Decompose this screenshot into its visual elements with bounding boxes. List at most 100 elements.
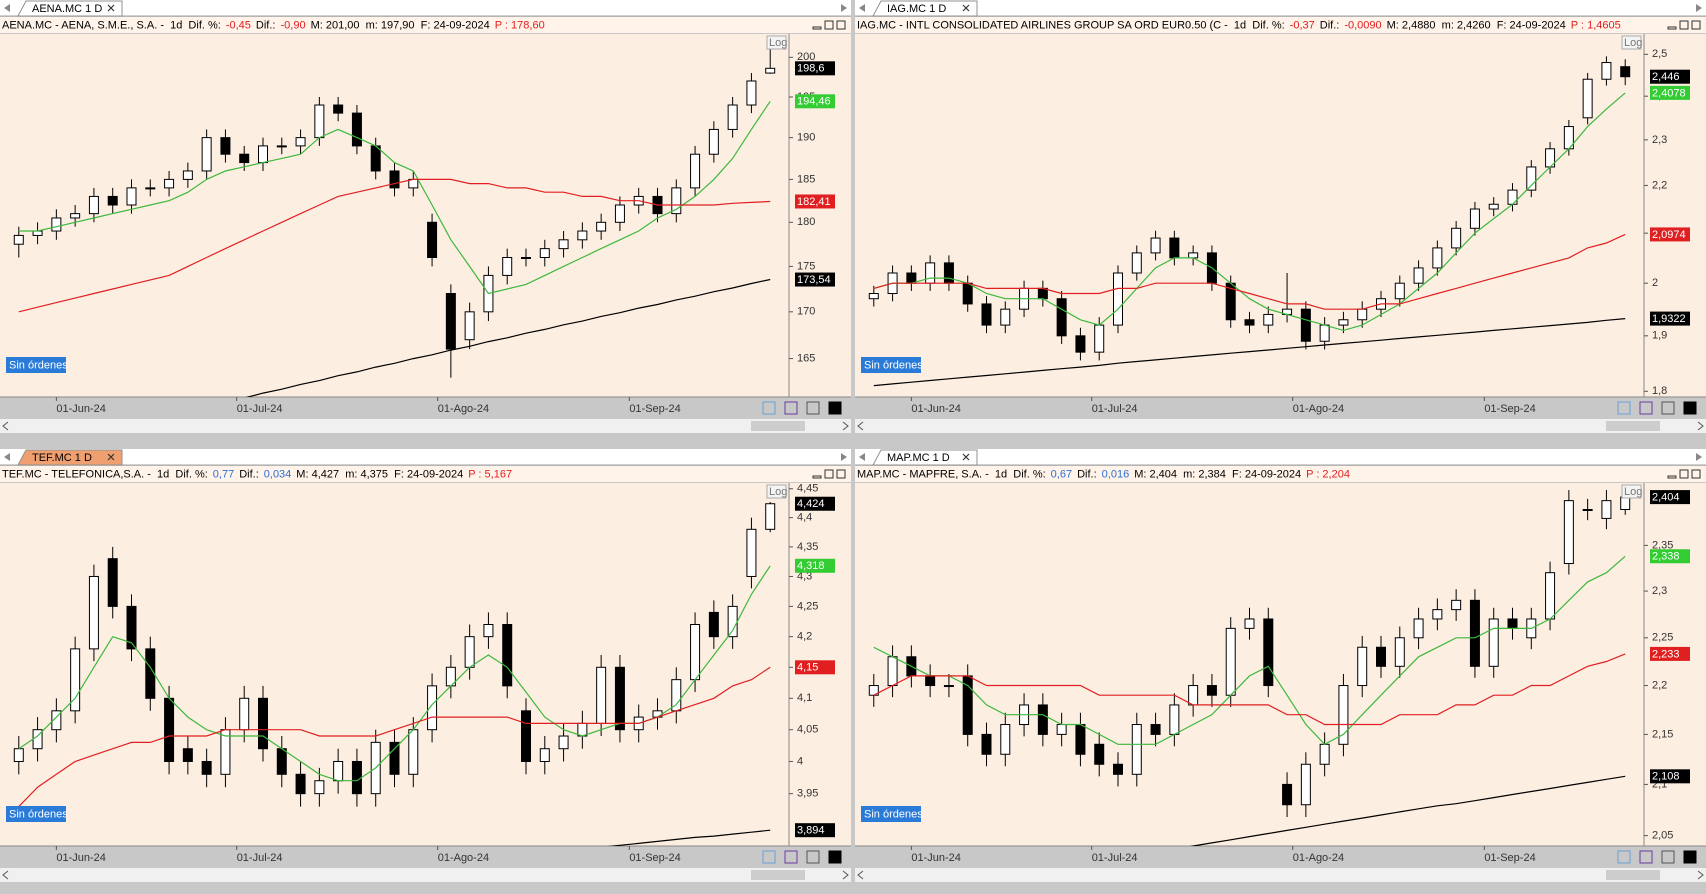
header-part: Dif.: (1077, 468, 1097, 480)
scroll-left[interactable] (857, 870, 864, 880)
price-label: 4,318 (797, 560, 825, 572)
window-control[interactable] (1679, 20, 1689, 30)
scroll-thumb[interactable] (751, 870, 805, 880)
window-control[interactable] (1691, 20, 1701, 30)
log-button[interactable] (766, 484, 787, 499)
tool-icon[interactable] (1617, 850, 1631, 864)
log-button[interactable] (1621, 35, 1642, 50)
scroll-right[interactable] (1697, 870, 1704, 880)
y-tick-label: 4,35 (797, 541, 818, 553)
window-control[interactable] (1667, 26, 1677, 30)
window-control[interactable] (836, 469, 846, 479)
orders-badge[interactable] (6, 806, 66, 822)
tool-icon[interactable] (1639, 850, 1653, 864)
tab-close[interactable] (107, 453, 115, 461)
scroll-thumb[interactable] (1606, 870, 1660, 880)
tab-scroll-left[interactable] (4, 453, 10, 461)
candle-body (1225, 627, 1236, 696)
x-tick-label: 01-Sep-24 (629, 403, 680, 415)
candle-body (276, 748, 287, 775)
tool-icon[interactable] (784, 850, 798, 864)
window-control[interactable] (1691, 469, 1701, 479)
window-control[interactable] (1679, 469, 1689, 479)
plot-area (0, 34, 851, 397)
tab-close[interactable] (962, 453, 970, 461)
candle-body (727, 605, 738, 638)
window-control[interactable] (824, 20, 834, 30)
scrollbar[interactable] (0, 868, 851, 882)
plot-content (13, 501, 776, 846)
scrollbar[interactable] (0, 419, 851, 433)
tool-icon[interactable] (762, 850, 776, 864)
window-control[interactable] (812, 475, 822, 479)
plot-content (868, 490, 1631, 846)
header-part: MAP.MC - MAPFRE, S.A. - 1d Dif. %: (857, 468, 1046, 480)
tab[interactable] (872, 449, 978, 466)
candle-body (70, 213, 81, 219)
window-control[interactable] (1667, 475, 1677, 479)
candle-body (906, 272, 917, 284)
tool-icon[interactable] (762, 401, 776, 415)
tab-scroll-right[interactable] (1696, 4, 1702, 12)
candle-body (727, 104, 738, 130)
scrollbar[interactable] (855, 868, 1706, 882)
candle-body (708, 611, 719, 638)
scroll-left[interactable] (2, 421, 9, 431)
tool-icon[interactable] (1617, 401, 1631, 415)
candle-body (389, 170, 400, 189)
window-control[interactable] (836, 20, 846, 30)
candle-body (1000, 724, 1011, 755)
log-button[interactable] (766, 35, 787, 50)
tab-scroll-left[interactable] (859, 453, 865, 461)
tool-icon[interactable] (1661, 850, 1675, 864)
tool-icon[interactable] (828, 850, 842, 864)
price-label-box (795, 496, 835, 511)
x-tick-label: 01-Sep-24 (629, 852, 680, 864)
header-part: Dif.: (1320, 19, 1340, 31)
tab-close[interactable] (107, 4, 115, 12)
scroll-left[interactable] (857, 421, 864, 431)
tab[interactable] (872, 0, 978, 17)
tool-icon[interactable] (1639, 401, 1653, 415)
price-label-box (795, 823, 835, 838)
tool-icon[interactable] (828, 401, 842, 415)
tool-icon[interactable] (806, 401, 820, 415)
window-control[interactable] (812, 26, 822, 30)
tab-scroll-left[interactable] (4, 4, 10, 12)
scroll-thumb[interactable] (751, 421, 805, 431)
scroll-thumb[interactable] (1606, 421, 1660, 431)
tool-icon[interactable] (1683, 401, 1697, 415)
orders-badge[interactable] (861, 806, 921, 822)
scrollbar[interactable] (855, 419, 1706, 433)
y-tick-label: 2,2 (1652, 679, 1667, 691)
scroll-right[interactable] (842, 421, 849, 431)
orders-badge[interactable] (861, 357, 921, 373)
scroll-right[interactable] (842, 870, 849, 880)
tab-scroll-right[interactable] (841, 4, 847, 12)
orders-badge[interactable] (6, 357, 66, 373)
window-control[interactable] (824, 469, 834, 479)
tab-close[interactable] (962, 4, 970, 12)
tab-bar (0, 449, 851, 465)
candle-body (1037, 287, 1048, 300)
candle-body (1338, 685, 1349, 745)
scroll-right[interactable] (1697, 421, 1704, 431)
header-part: P : 2,204 (1306, 468, 1350, 480)
tab-scroll-left[interactable] (859, 4, 865, 12)
tab-scroll-right[interactable] (1696, 453, 1702, 461)
tab[interactable] (17, 0, 123, 17)
tool-icon[interactable] (784, 401, 798, 415)
tab[interactable] (17, 449, 123, 466)
tool-icon[interactable] (1661, 401, 1675, 415)
candle-body (1150, 724, 1161, 735)
tool-icon[interactable] (806, 850, 820, 864)
candle-body (539, 248, 550, 259)
tab-scroll-right[interactable] (841, 453, 847, 461)
log-button[interactable] (1621, 484, 1642, 499)
candle-body (1131, 252, 1142, 274)
tab-label: IAG.MC 1 D (887, 3, 946, 15)
scroll-left[interactable] (2, 870, 9, 880)
log-button-label: Log (1624, 37, 1642, 49)
tool-icon[interactable] (1683, 850, 1697, 864)
y-tick-label: 2,05 (1652, 830, 1673, 842)
